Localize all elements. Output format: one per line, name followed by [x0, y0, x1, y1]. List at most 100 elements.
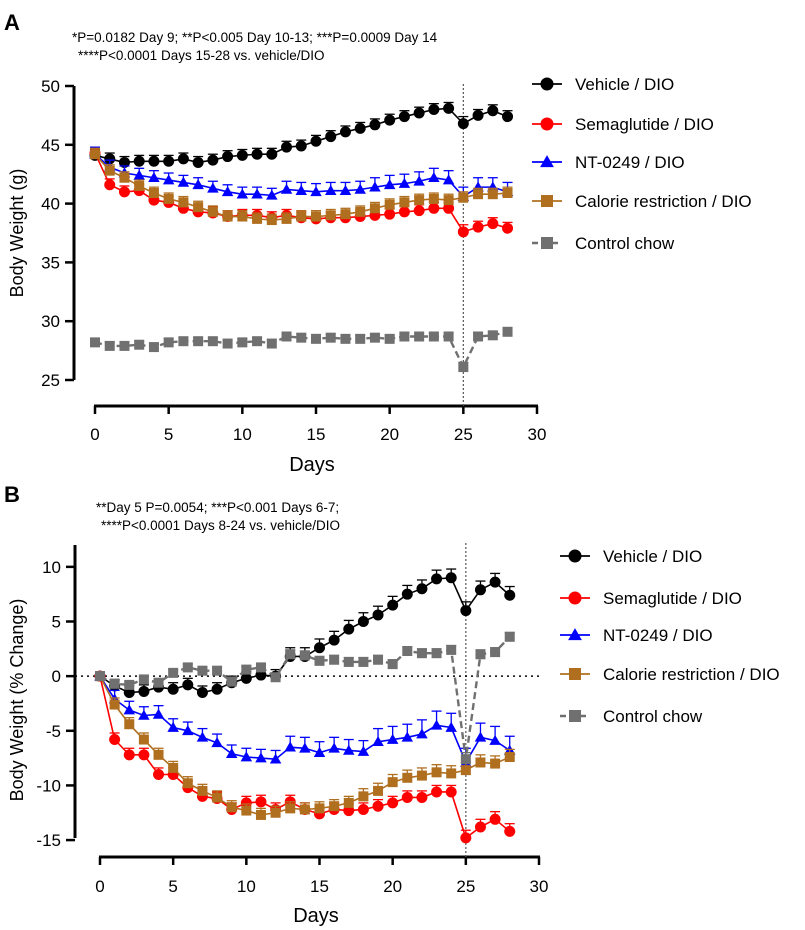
x-tick-label-b: 15 [310, 877, 329, 896]
data-point [104, 165, 115, 176]
data-point [490, 758, 501, 769]
data-point [504, 589, 516, 601]
data-point [340, 209, 351, 220]
data-point [90, 337, 100, 348]
data-point [487, 218, 499, 230]
data-point [387, 599, 399, 611]
data-point [269, 753, 282, 764]
data-point [475, 649, 486, 660]
x-tick-label-a: 10 [233, 425, 252, 444]
data-point [383, 179, 396, 190]
data-point [109, 678, 120, 689]
data-point [133, 155, 145, 167]
data-point [222, 211, 233, 222]
data-point [399, 197, 410, 208]
legend-label: Calorie restriction / DIO [575, 192, 752, 211]
data-point [387, 659, 398, 670]
panel-label-a: A [4, 10, 20, 35]
data-point [460, 832, 472, 844]
data-point [431, 573, 443, 585]
series-calorie-restriction-dio-a [90, 147, 513, 226]
data-point [399, 331, 410, 342]
data-point [457, 226, 469, 238]
data-point [313, 746, 326, 757]
x-tick-label-b: 30 [530, 877, 549, 896]
data-point [225, 747, 238, 759]
legend-marker [569, 668, 581, 680]
data-point [311, 211, 321, 222]
data-point [266, 189, 278, 200]
series-vehicle-dio-a [89, 101, 514, 168]
data-point [310, 186, 322, 197]
legend-label: Semaglutide / DIO [575, 115, 714, 134]
x-tick-label-a: 20 [380, 425, 399, 444]
data-point [340, 333, 351, 344]
data-point [109, 734, 121, 746]
data-point [163, 155, 175, 167]
data-point [413, 205, 425, 217]
panel-b: B **Day 5 P=0.0054; ***P<0.001 Days 6-7;… [4, 482, 780, 927]
data-point [281, 141, 293, 153]
y-axis-title-a: Body Weight (g) [7, 169, 27, 298]
data-point [369, 332, 380, 343]
data-point [95, 671, 105, 682]
data-point [428, 331, 439, 342]
data-point [284, 741, 296, 752]
data-point [358, 791, 369, 802]
data-point [460, 765, 471, 776]
data-point [104, 179, 116, 191]
data-point [443, 331, 454, 342]
data-point [329, 801, 340, 812]
data-point [295, 184, 308, 195]
data-point [192, 179, 204, 190]
data-point [138, 734, 149, 745]
y-tick-label-a: 45 [41, 136, 60, 155]
legend-label: Vehicle / DIO [575, 75, 674, 94]
data-point [443, 102, 455, 114]
y-tick-label-a: 25 [41, 371, 60, 390]
data-point [369, 119, 381, 131]
data-point [442, 174, 455, 185]
data-point [311, 333, 321, 344]
x-tick-label-b: 5 [168, 877, 177, 896]
data-point [354, 122, 366, 134]
plot-area-b: -15 -10 -5 0 5 10 0 5 10 15 20 25 30 [36, 543, 548, 896]
x-tick-label-b: 10 [237, 877, 256, 896]
data-point [398, 177, 411, 188]
data-point [296, 332, 307, 343]
legend-item-calorie-restriction-dio: Calorie restriction / DIO [560, 665, 780, 684]
data-point [314, 655, 325, 666]
data-point [295, 140, 307, 152]
data-point [487, 330, 498, 341]
legend-label: NT-0249 / DIO [575, 153, 685, 172]
data-point [487, 189, 498, 200]
data-point [196, 731, 209, 742]
data-point [504, 825, 516, 837]
legend-marker [541, 237, 553, 249]
data-point [386, 733, 399, 744]
legend-item-control-chow: Control chow [560, 707, 703, 726]
legend-label: Semaglutide / DIO [603, 589, 742, 608]
y-tick-label-b: 10 [42, 558, 61, 577]
data-point [124, 679, 135, 690]
data-point [474, 584, 486, 596]
data-point [241, 664, 252, 675]
data-point [177, 176, 190, 187]
data-point [445, 721, 457, 732]
data-point [167, 683, 179, 695]
data-point [402, 646, 413, 657]
data-point [299, 650, 310, 661]
legend-label: Vehicle / DIO [603, 547, 702, 566]
legend-item-vehicle-dio: Vehicle / DIO [560, 547, 702, 566]
series-line [99, 576, 511, 694]
x-tick-label-b: 0 [95, 877, 104, 896]
data-point [324, 184, 337, 195]
data-point [357, 616, 369, 627]
data-point [457, 118, 469, 130]
x-tick-label-a: 15 [307, 425, 326, 444]
y-tick-label-a: 35 [41, 253, 60, 272]
legend-item-calorie-restriction-dio: Calorie restriction / DIO [532, 192, 752, 211]
data-point [314, 642, 325, 654]
data-point [255, 662, 266, 673]
